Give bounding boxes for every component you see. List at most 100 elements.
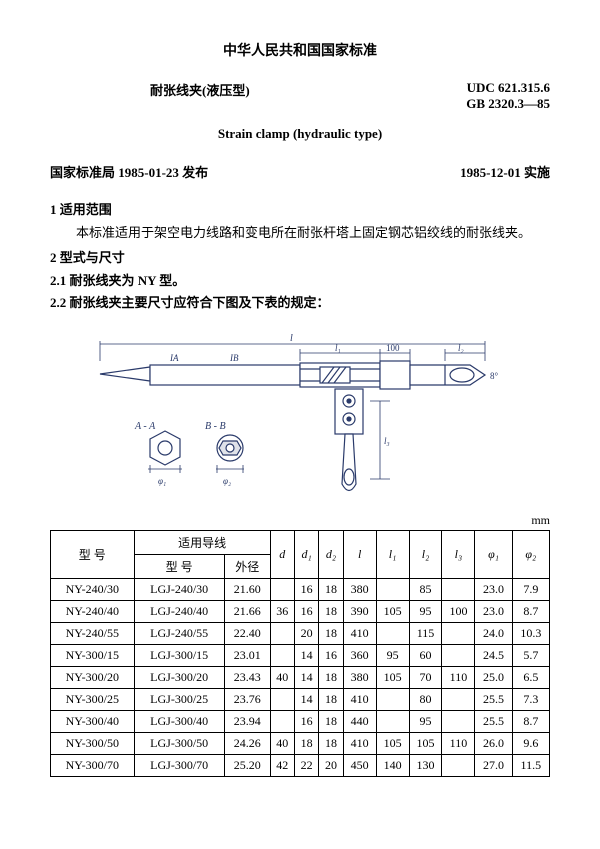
th-l2: l₂ bbox=[409, 531, 442, 579]
dim-l3: l₃ bbox=[384, 436, 390, 446]
table-cell: LGJ-300/70 bbox=[134, 755, 224, 777]
table-cell: 105 bbox=[376, 601, 409, 623]
label-ib: IB bbox=[229, 353, 239, 363]
table-cell: 5.7 bbox=[512, 645, 549, 667]
table-cell: NY-240/55 bbox=[51, 623, 135, 645]
table-cell: 110 bbox=[442, 667, 475, 689]
table-cell: 410 bbox=[343, 689, 376, 711]
table-cell bbox=[442, 579, 475, 601]
table-cell: 14 bbox=[294, 667, 318, 689]
standard-codes: UDC 621.315.6 GB 2320.3—85 bbox=[466, 80, 550, 112]
table-cell: 11.5 bbox=[512, 755, 549, 777]
table-cell: NY-300/25 bbox=[51, 689, 135, 711]
table-cell: 9.6 bbox=[512, 733, 549, 755]
effective-text: 1985-12-01 实施 bbox=[460, 162, 550, 181]
table-cell: 140 bbox=[376, 755, 409, 777]
table-cell: 40 bbox=[270, 667, 294, 689]
table-cell: 24.5 bbox=[475, 645, 512, 667]
table-cell: 18 bbox=[319, 733, 343, 755]
publisher-text: 国家标准局 1985-01-23 发布 bbox=[50, 162, 208, 181]
table-cell: 390 bbox=[343, 601, 376, 623]
section-bb-label: B - B bbox=[205, 421, 226, 432]
table-cell: 23.94 bbox=[224, 711, 270, 733]
table-cell: 16 bbox=[294, 579, 318, 601]
table-head: 型 号 适用导线 d d₁ d₂ l l₁ l₂ l₃ φ₁ φ₂ 型 号 外径 bbox=[51, 531, 550, 579]
table-cell: 14 bbox=[294, 645, 318, 667]
table-cell: 6.5 bbox=[512, 667, 549, 689]
th-l1: l₁ bbox=[376, 531, 409, 579]
page: 中华人民共和国国家标准 耐张线夹(液压型) UDC 621.315.6 GB 2… bbox=[0, 0, 600, 797]
table-cell: 95 bbox=[376, 645, 409, 667]
table-cell bbox=[270, 711, 294, 733]
table-cell: 23.76 bbox=[224, 689, 270, 711]
table-cell: 18 bbox=[319, 601, 343, 623]
table-row: NY-300/40LGJ-300/4023.9416184409525.58.7 bbox=[51, 711, 550, 733]
table-cell: LGJ-240/30 bbox=[134, 579, 224, 601]
title-row: 耐张线夹(液压型) UDC 621.315.6 GB 2320.3—85 bbox=[50, 80, 550, 112]
dim-l: l bbox=[290, 333, 293, 344]
table-cell: 410 bbox=[343, 733, 376, 755]
dim-100: 100 bbox=[386, 343, 400, 353]
table-row: NY-300/70LGJ-300/7025.20422220450140130 2… bbox=[51, 755, 550, 777]
table-cell: 16 bbox=[294, 601, 318, 623]
table-cell: 14 bbox=[294, 689, 318, 711]
table-cell: 25.0 bbox=[475, 667, 512, 689]
table-cell: 21.66 bbox=[224, 601, 270, 623]
table-cell: LGJ-240/55 bbox=[134, 623, 224, 645]
table-cell: 440 bbox=[343, 711, 376, 733]
table-cell: 70 bbox=[409, 667, 442, 689]
table-cell: 450 bbox=[343, 755, 376, 777]
section-2-2: 2.2 耐张线夹主要尺寸应符合下图及下表的规定： bbox=[50, 292, 550, 311]
table-cell bbox=[270, 623, 294, 645]
table-row: NY-300/25LGJ-300/2523.7614184108025.57.3 bbox=[51, 689, 550, 711]
table-cell: 85 bbox=[409, 579, 442, 601]
th-l3: l₃ bbox=[442, 531, 475, 579]
table-cell: 380 bbox=[343, 579, 376, 601]
table-cell: 130 bbox=[409, 755, 442, 777]
table-cell: 25.5 bbox=[475, 711, 512, 733]
clamp-diagram-svg: l l₁ 100 l₂ 8° IA IB l₃ bbox=[90, 319, 510, 509]
table-cell: 410 bbox=[343, 623, 376, 645]
table-cell: 23.01 bbox=[224, 645, 270, 667]
table-cell: 95 bbox=[409, 711, 442, 733]
table-row: NY-240/40LGJ-240/4021.663616183901059510… bbox=[51, 601, 550, 623]
table-cell bbox=[376, 623, 409, 645]
table-cell: 18 bbox=[319, 689, 343, 711]
table-cell: 23.0 bbox=[475, 579, 512, 601]
table-cell: NY-300/70 bbox=[51, 755, 135, 777]
table-cell: 40 bbox=[270, 733, 294, 755]
table-cell: 25.20 bbox=[224, 755, 270, 777]
table-cell: LGJ-300/15 bbox=[134, 645, 224, 667]
table-cell: NY-300/50 bbox=[51, 733, 135, 755]
table-cell: 36 bbox=[270, 601, 294, 623]
table-cell: 60 bbox=[409, 645, 442, 667]
th-d1: d₁ bbox=[294, 531, 318, 579]
dim-phi1: φ₁ bbox=[158, 476, 166, 486]
table-cell: 100 bbox=[442, 601, 475, 623]
main-title: 中华人民共和国国家标准 bbox=[50, 40, 550, 60]
th-wire-model: 型 号 bbox=[134, 555, 224, 579]
table-cell bbox=[376, 579, 409, 601]
table-cell: 20 bbox=[319, 755, 343, 777]
th-phi2: φ₂ bbox=[512, 531, 549, 579]
table-cell: 23.43 bbox=[224, 667, 270, 689]
table-cell: 27.0 bbox=[475, 755, 512, 777]
section-1-body: 本标准适用于架空电力线路和变电所在耐张杆塔上固定钢芯铝绞线的耐张线夹。 bbox=[50, 222, 550, 241]
gb-code: GB 2320.3—85 bbox=[466, 96, 550, 112]
table-body: NY-240/30LGJ-240/3021.6016183808523.07.9… bbox=[51, 579, 550, 777]
table-cell: 20 bbox=[294, 623, 318, 645]
table-cell: 42 bbox=[270, 755, 294, 777]
th-wire-group: 适用导线 bbox=[134, 531, 270, 555]
table-cell: 24.26 bbox=[224, 733, 270, 755]
table-cell: 22 bbox=[294, 755, 318, 777]
dim-phi2: φ₂ bbox=[223, 476, 231, 486]
table-cell: 115 bbox=[409, 623, 442, 645]
table-cell: LGJ-300/50 bbox=[134, 733, 224, 755]
th-phi1: φ₁ bbox=[475, 531, 512, 579]
table-cell: 26.0 bbox=[475, 733, 512, 755]
table-cell: 25.5 bbox=[475, 689, 512, 711]
table-cell: 8.7 bbox=[512, 711, 549, 733]
dim-l2: l₂ bbox=[458, 343, 464, 353]
table-row: NY-300/50LGJ-300/5024.264018184101051051… bbox=[51, 733, 550, 755]
unit-label: mm bbox=[50, 513, 550, 528]
